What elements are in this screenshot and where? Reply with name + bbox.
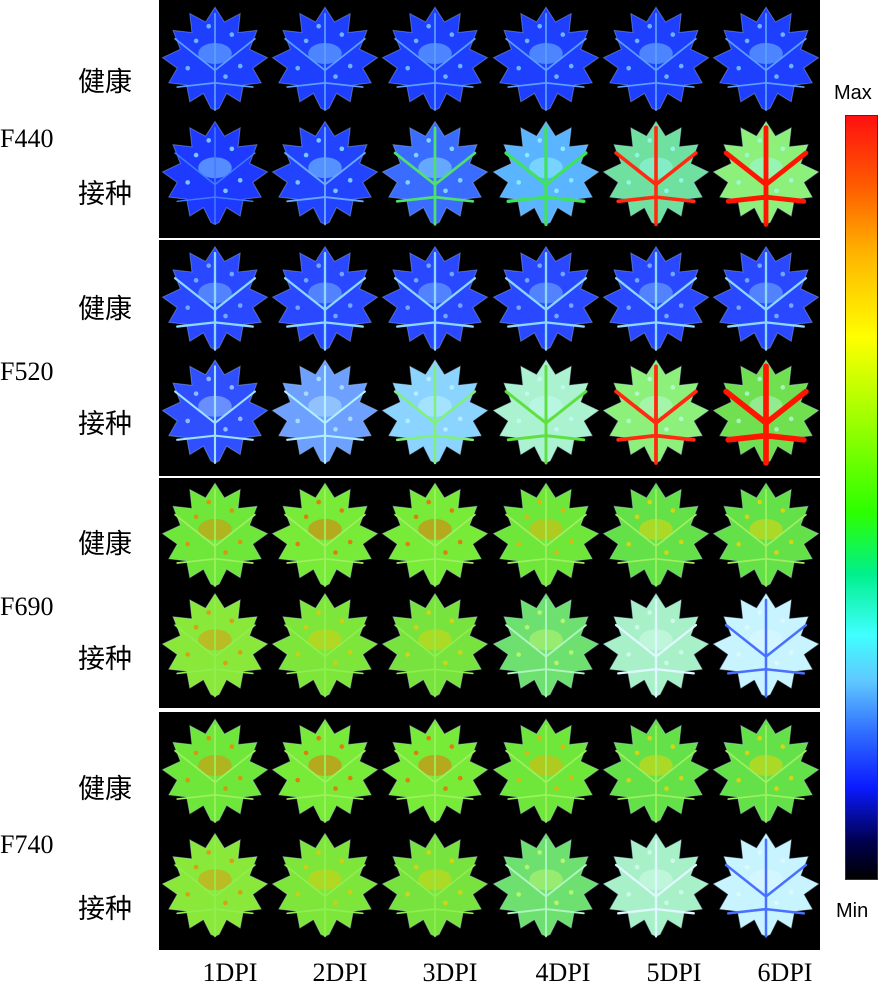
row-label-f440-healthy: 健康 bbox=[78, 67, 132, 98]
leaf-image bbox=[381, 592, 489, 698]
leaf-image bbox=[381, 482, 489, 587]
leaf-image bbox=[161, 6, 269, 112]
row-label-f520-inoculated: 接种 bbox=[78, 409, 132, 440]
column-label-6dpi: 6DPI bbox=[757, 958, 813, 987]
leaf-image bbox=[492, 482, 600, 587]
leaf-image bbox=[161, 245, 269, 351]
band-label-f440: F440 bbox=[0, 124, 54, 153]
band-label-f690: F690 bbox=[0, 592, 54, 621]
leaf-image bbox=[712, 482, 820, 587]
leaf-image bbox=[381, 245, 489, 351]
leaf-image bbox=[492, 120, 600, 227]
leaf-image bbox=[712, 245, 820, 351]
leaf-image bbox=[381, 359, 489, 465]
leaf-image bbox=[712, 718, 820, 824]
row-label-f690-healthy: 健康 bbox=[78, 529, 132, 560]
leaf-image bbox=[602, 592, 710, 698]
image-panel-f740 bbox=[159, 712, 820, 950]
leaf-image bbox=[161, 718, 269, 824]
leaf-image bbox=[161, 359, 269, 464]
row-label-f520-healthy: 健康 bbox=[78, 294, 132, 325]
colorbar-max-label: Max bbox=[834, 82, 872, 104]
leaf-image bbox=[161, 120, 269, 226]
leaf-image bbox=[602, 120, 710, 227]
leaf-image bbox=[381, 6, 489, 112]
leaf-image bbox=[492, 245, 600, 351]
column-label-1dpi: 1DPI bbox=[202, 958, 258, 987]
leaf-image bbox=[712, 592, 820, 698]
image-panel-f440 bbox=[159, 0, 820, 238]
leaf-image bbox=[712, 832, 820, 938]
leaf-image bbox=[381, 832, 489, 938]
leaf-image bbox=[602, 482, 710, 587]
leaf-image bbox=[712, 120, 820, 227]
leaf-image bbox=[381, 718, 489, 824]
row-label-f740-healthy: 健康 bbox=[78, 774, 132, 805]
image-panel-f520 bbox=[159, 240, 820, 476]
row-label-f690-inoculated: 接种 bbox=[78, 644, 132, 675]
leaf-image bbox=[271, 592, 379, 698]
column-label-4dpi: 4DPI bbox=[535, 958, 591, 987]
leaf-image bbox=[492, 6, 600, 112]
leaf-image bbox=[271, 245, 379, 351]
leaf-image bbox=[492, 592, 600, 698]
leaf-image bbox=[161, 592, 269, 698]
leaf-image bbox=[381, 120, 489, 226]
leaf-image bbox=[271, 6, 379, 112]
image-panel-f690 bbox=[159, 478, 820, 708]
band-label-f520: F520 bbox=[0, 357, 54, 386]
leaf-image bbox=[271, 718, 379, 824]
leaf-image bbox=[492, 718, 600, 824]
leaf-image-grid bbox=[161, 6, 820, 227]
leaf-image bbox=[271, 359, 379, 464]
leaf-image bbox=[712, 359, 820, 466]
leaf-image bbox=[602, 832, 710, 938]
leaf-image bbox=[161, 832, 269, 938]
leaf-image bbox=[602, 6, 710, 112]
leaf-image-grid bbox=[161, 482, 820, 698]
column-label-2dpi: 2DPI bbox=[312, 958, 368, 987]
column-label-5dpi: 5DPI bbox=[646, 958, 702, 987]
row-label-f740-inoculated: 接种 bbox=[78, 894, 132, 925]
leaf-image bbox=[271, 482, 379, 587]
leaf-image bbox=[492, 359, 600, 465]
leaf-image bbox=[602, 359, 710, 465]
band-label-f740: F740 bbox=[0, 830, 54, 859]
leaf-image bbox=[271, 832, 379, 938]
leaf-image bbox=[161, 482, 269, 587]
row-label-f440-inoculated: 接种 bbox=[78, 179, 132, 210]
leaf-image-grid bbox=[161, 245, 820, 466]
column-label-3dpi: 3DPI bbox=[422, 958, 478, 987]
colorbar-min-label: Min bbox=[836, 900, 869, 922]
leaf-image bbox=[492, 832, 600, 938]
leaf-image bbox=[602, 245, 710, 351]
colorbar-gradient bbox=[845, 115, 878, 880]
leaf-image-grid bbox=[161, 718, 820, 938]
leaf-image bbox=[712, 6, 820, 112]
leaf-image bbox=[602, 718, 710, 824]
leaf-image bbox=[271, 120, 379, 226]
